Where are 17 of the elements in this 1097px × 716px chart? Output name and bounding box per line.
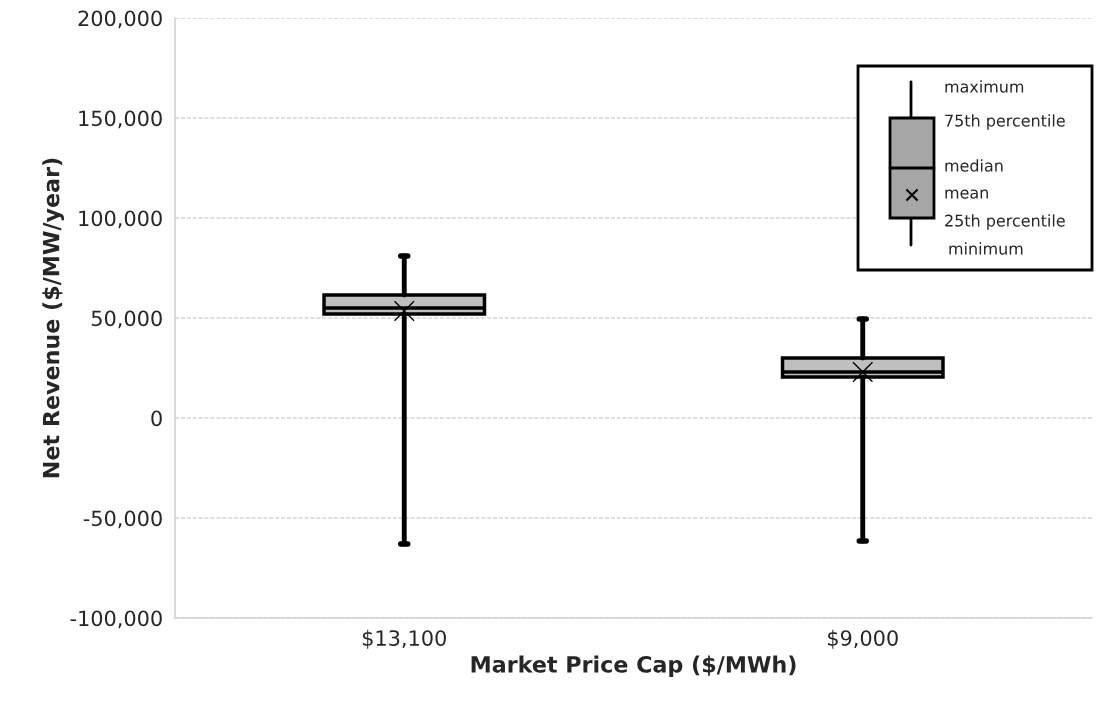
y-tick-label: 200,000 xyxy=(78,10,162,29)
x-tick-label: $9,000 xyxy=(828,629,898,649)
annotation: maximum xyxy=(945,80,1024,93)
y-tick-label: -50,000 xyxy=(83,510,162,529)
x-axis-title: Market Price Cap ($/MWh) xyxy=(471,655,796,678)
y-tick-label: 0 xyxy=(151,410,162,427)
annotation: median xyxy=(945,159,1003,172)
x-tick-label: $13,100 xyxy=(362,629,446,649)
annotation: 75th percentile xyxy=(945,114,1065,130)
annotation: minimum xyxy=(949,242,1023,255)
y-tick-label: 50,000 xyxy=(91,310,162,329)
y-axis-title: Net Revenue ($/MW/year) xyxy=(42,158,64,478)
annotation: 25th percentile xyxy=(945,214,1065,230)
annotation: mean xyxy=(945,189,988,199)
y-tick-label: 100,000 xyxy=(79,210,162,229)
y-tick-label: -100,000 xyxy=(70,610,162,629)
y-tick-label: 150,000 xyxy=(79,110,162,129)
